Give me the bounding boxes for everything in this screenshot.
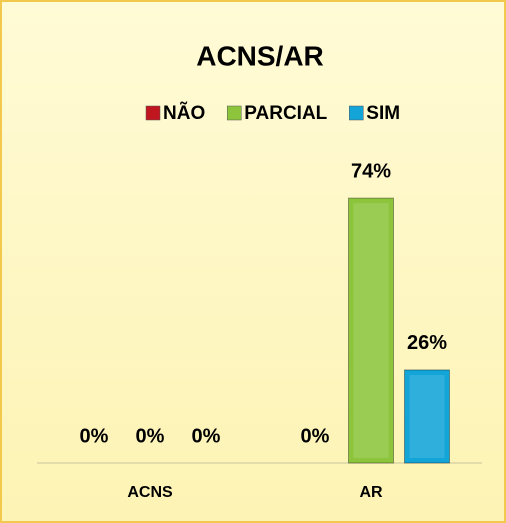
bar: [404, 369, 450, 464]
legend-label: SIM: [366, 103, 400, 124]
bar: [348, 197, 394, 464]
data-label: 74%: [351, 160, 391, 182]
data-label: 0%: [136, 425, 165, 447]
data-label: 0%: [192, 425, 221, 447]
data-label: 0%: [301, 425, 330, 447]
chart-title: ACNS/AR: [196, 40, 324, 71]
legend-swatch: [226, 105, 242, 121]
data-label: 0%: [80, 425, 109, 447]
bar-bevel: [353, 203, 389, 458]
legend-swatch: [349, 105, 364, 121]
legend-label: PARCIAL: [244, 103, 327, 124]
bar-bevel: [409, 374, 445, 458]
legend-label: NÃO: [163, 102, 205, 124]
data-label: 26%: [407, 332, 447, 354]
x-tick-label: AR: [359, 484, 383, 501]
x-tick-label: ACNS: [127, 484, 173, 501]
legend-swatch: [145, 105, 161, 121]
